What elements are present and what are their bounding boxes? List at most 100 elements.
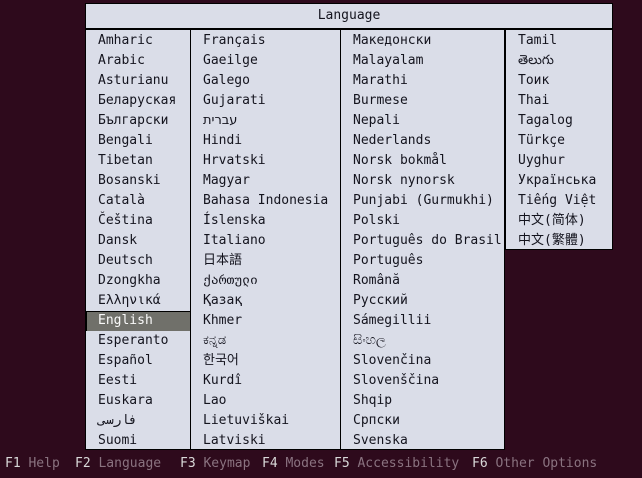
language-item[interactable]: Қазақ [203, 293, 243, 308]
language-column-1: Amharic Arabic Asturianu Беларуская Българск… [86, 31, 190, 450]
function-key-label: F3 [180, 456, 196, 471]
language-item[interactable]: Malayalam [353, 53, 424, 68]
language-item[interactable]: Nepali [353, 113, 400, 128]
language-item[interactable]: Arabic [98, 53, 145, 68]
language-item[interactable]: ქართული [203, 273, 258, 288]
language-item[interactable]: Galego [203, 73, 250, 88]
language-item[interactable]: Latviski [203, 433, 266, 448]
footer-f5-button[interactable]: F5 Accessibility [334, 454, 459, 474]
language-item[interactable]: Русский [353, 293, 408, 308]
language-item[interactable]: Italiano [203, 233, 266, 248]
function-key-bar: F1 Help F2 Language F3 Keymap F4 Modes F5 Ac… [0, 452, 642, 478]
language-item[interactable]: Slovenščina [353, 373, 440, 388]
function-key-description: Keymap [195, 456, 251, 471]
language-item[interactable]: Hindi [203, 133, 243, 148]
language-item[interactable]: Marathi [353, 73, 408, 88]
language-list-panel [85, 29, 505, 450]
language-item[interactable]: Ελληνικά [98, 293, 161, 308]
language-item[interactable]: Esperanto [98, 333, 169, 348]
language-item[interactable]: Dansk [98, 233, 138, 248]
column-divider [340, 29, 341, 450]
language-item[interactable]: Magyar [203, 173, 250, 188]
language-item[interactable]: Українська [518, 173, 597, 188]
language-item[interactable]: Asturianu [98, 73, 169, 88]
language-item[interactable]: 中文(繁體) [518, 233, 586, 248]
function-key-description: Help [20, 456, 60, 471]
language-item[interactable]: Català [98, 193, 145, 208]
language-item[interactable]: Dzongkha [98, 273, 161, 288]
language-item[interactable]: עברית [203, 113, 238, 128]
language-item[interactable]: Bengali [98, 133, 153, 148]
language-item[interactable]: Македонски [353, 33, 432, 48]
language-item[interactable]: Suomi [98, 433, 138, 448]
language-item[interactable]: Euskara [98, 393, 153, 408]
language-item[interactable]: ಕನ್ನಡ [203, 333, 227, 348]
language-item-selected[interactable]: English [86, 311, 190, 331]
language-item[interactable]: Norsk bokmål [353, 153, 447, 168]
footer-f2-button[interactable]: F2 Language [75, 454, 161, 474]
function-key-label: F6 [472, 456, 488, 471]
language-item[interactable]: Svenska [353, 433, 408, 448]
language-item[interactable]: Amharic [98, 33, 153, 48]
language-item[interactable]: Khmer [203, 313, 243, 328]
language-item[interactable]: Eesti [98, 373, 138, 388]
language-column-3: Македонски Malayalam Marathi Burmese Nepali N… [341, 31, 504, 450]
footer-f4-button[interactable]: F4 Modes [262, 454, 325, 474]
language-item[interactable]: 한국어 [203, 353, 239, 368]
language-item[interactable]: Shqip [353, 393, 393, 408]
language-item[interactable]: Uyghur [518, 153, 565, 168]
function-key-description: Accessibility [349, 456, 460, 471]
footer-f6-button[interactable]: F6 Other Options [472, 454, 597, 474]
language-item[interactable]: Tagalog [518, 113, 573, 128]
function-key-description: Other Options [487, 456, 598, 471]
language-item[interactable]: Български [98, 113, 169, 128]
language-item[interactable]: Français [203, 33, 266, 48]
language-item[interactable]: Tiếng Việt [518, 193, 597, 208]
language-item[interactable]: فارسی [98, 413, 138, 428]
language-item[interactable]: Português [353, 253, 424, 268]
language-column-4: Tamil తెలుగు Тоик Thai Tagalog Türkçe Uyghur Ук… [506, 31, 612, 250]
language-item[interactable]: Tibetan [98, 153, 153, 168]
language-item[interactable]: Беларуская [98, 93, 177, 108]
language-item[interactable]: Thai [518, 93, 550, 108]
footer-f3-button[interactable]: F3 Keymap [180, 454, 250, 474]
language-item[interactable]: Lietuviškai [203, 413, 290, 428]
language-item[interactable]: Lao [203, 393, 227, 408]
language-item[interactable]: Bosanski [98, 173, 161, 188]
language-item[interactable]: 日本語 [203, 253, 243, 268]
language-item[interactable]: తెలుగు [518, 53, 554, 68]
language-item[interactable]: Српски [353, 413, 400, 428]
footer-f1-button[interactable]: F1 Help [5, 454, 60, 474]
language-item[interactable]: Burmese [353, 93, 408, 108]
language-item[interactable]: Gujarati [203, 93, 266, 108]
function-key-label: F5 [334, 456, 350, 471]
language-column-2: Français Gaeilge Galego Gujarati עברית Hindi H… [191, 31, 340, 450]
language-item[interactable]: Kurdî [203, 373, 243, 388]
language-item[interactable]: Gaeilge [203, 53, 258, 68]
function-key-label: F2 [75, 456, 91, 471]
dialog-title: Language [317, 8, 381, 23]
language-item[interactable]: Hrvatski [203, 153, 266, 168]
language-item[interactable]: 中文(简体) [518, 213, 586, 228]
function-key-description: Language [90, 456, 162, 471]
language-item[interactable]: Deutsch [98, 253, 153, 268]
language-item[interactable]: Español [98, 353, 153, 368]
language-item[interactable]: Türkçe [518, 133, 565, 148]
function-key-label: F4 [262, 456, 278, 471]
language-item[interactable]: Íslenska [203, 213, 266, 228]
language-item[interactable]: Română [353, 273, 400, 288]
language-item[interactable]: සිංහල [353, 333, 386, 348]
language-item[interactable]: Slovenčina [353, 353, 432, 368]
language-item[interactable]: Norsk nynorsk [353, 173, 455, 188]
language-item[interactable]: Čeština [98, 213, 153, 228]
language-item[interactable]: Polski [353, 213, 400, 228]
language-item[interactable]: Тоик [518, 73, 550, 88]
language-item[interactable]: Sámegillii [353, 313, 432, 328]
language-item[interactable]: Tamil [518, 33, 558, 48]
language-item[interactable]: Nederlands [353, 133, 432, 148]
language-item[interactable]: Punjabi (Gurmukhi) [353, 193, 494, 208]
function-key-description: Modes [277, 456, 325, 471]
language-item[interactable]: Bahasa Indonesia [203, 193, 329, 208]
language-item[interactable]: Português do Brasil [353, 233, 502, 248]
